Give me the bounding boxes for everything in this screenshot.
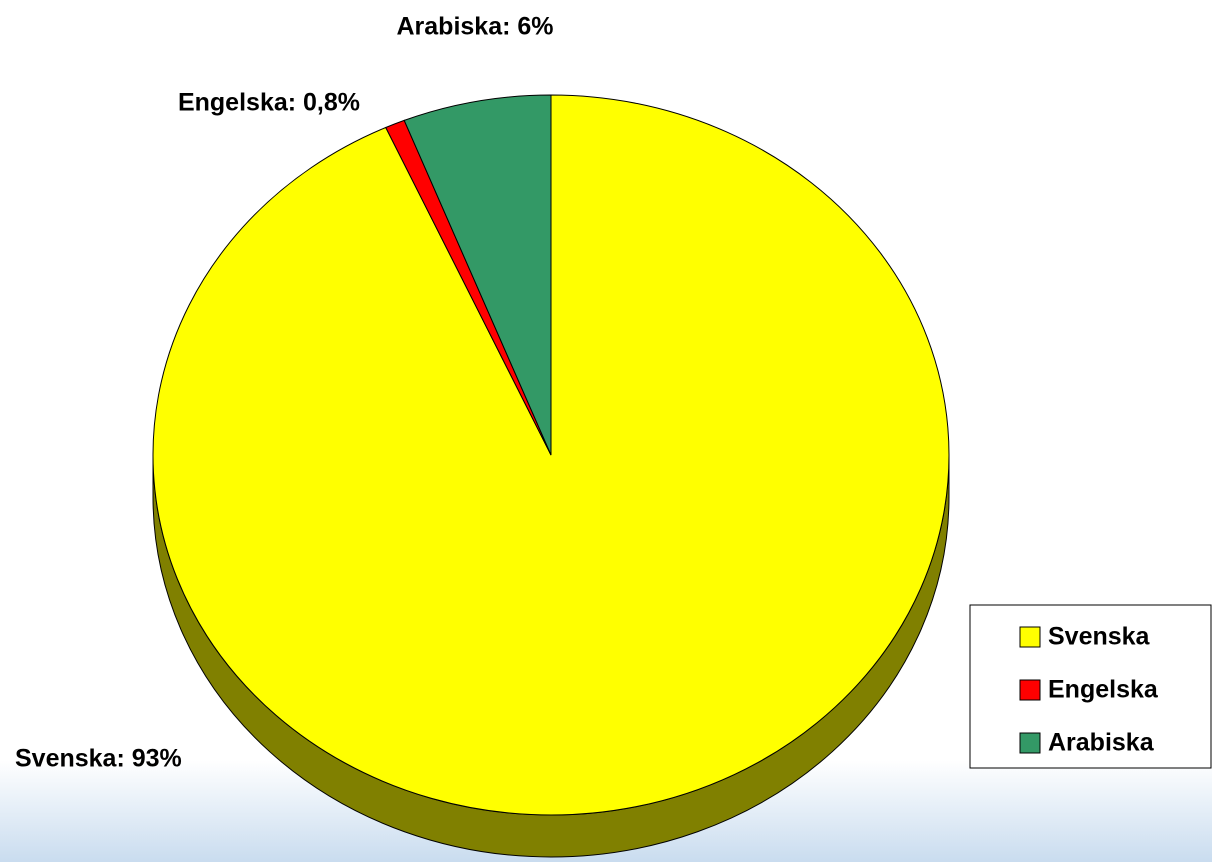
legend-label: Engelska xyxy=(1048,676,1159,704)
legend: Svenska Engelska Arabiska xyxy=(970,605,1211,768)
legend-swatch xyxy=(1020,733,1040,753)
data-label: Arabiska: 6% xyxy=(396,13,553,41)
chart: Svenska: 93% Engelska: 0,8% Arabiska: 6% S… xyxy=(0,0,1212,862)
pie xyxy=(153,95,949,857)
data-label: Svenska: 93% xyxy=(15,745,182,773)
legend-label: Svenska xyxy=(1048,623,1151,651)
legend-swatch xyxy=(1020,627,1040,647)
legend-label: Arabiska xyxy=(1048,729,1155,757)
legend-swatch xyxy=(1020,680,1040,700)
data-label: Engelska: 0,8% xyxy=(178,89,360,117)
